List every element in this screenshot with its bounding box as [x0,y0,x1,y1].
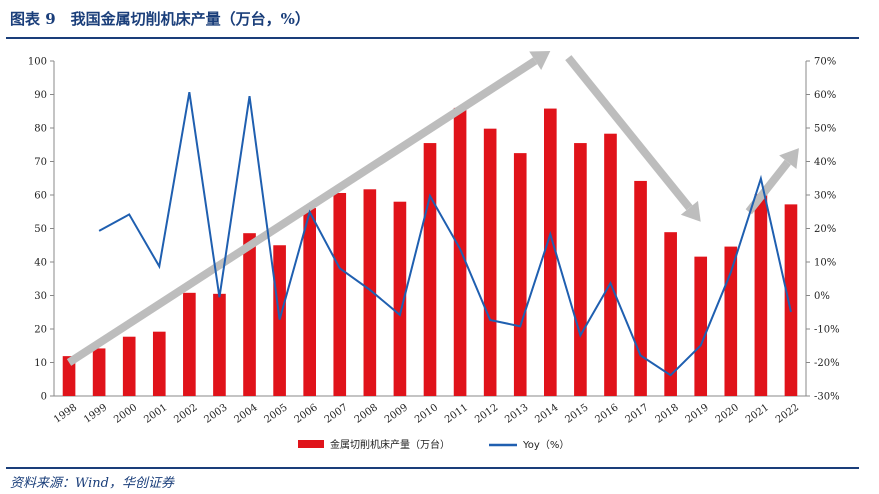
bar [754,194,768,396]
bar [544,108,557,396]
y-left-tick-label: 90 [34,90,47,101]
trend-arrow-head [529,50,551,70]
y-right-tick-label: -10% [814,325,840,336]
y-right-tick-label: -30% [814,392,840,403]
source-note: 资料来源：Wind，华创证券 [10,476,174,491]
x-tick-label: 2006 [293,402,320,426]
x-tick-label: 2009 [383,402,410,426]
legend-bar-swatch [298,440,324,448]
bar [92,348,106,396]
bar [423,143,437,396]
y-left-tick-label: 50 [34,224,47,235]
y-right-tick-label: -20% [814,358,840,369]
bar [724,246,738,396]
title-rule [6,37,859,39]
x-tick-label: 1999 [82,402,109,426]
x-tick-label: 2010 [413,402,440,426]
y-left-tick-label: 80 [34,124,47,135]
y-right-tick-label: 10% [814,258,836,269]
y-right-tick-label: 60% [814,90,836,101]
bar [393,201,407,396]
trend-arrow-shaft [565,55,693,211]
bar [333,192,347,396]
x-tick-label: 2016 [593,402,620,426]
bar [213,293,226,396]
x-tick-label: 2015 [563,402,590,426]
x-tick-label: 2000 [112,402,139,426]
x-tick-label: 2018 [654,402,681,426]
bar [574,143,587,396]
yoy-line [98,91,792,377]
x-tick-label: 2019 [684,402,711,426]
y-right-tick-label: 30% [814,191,836,202]
x-tick-label: 2014 [533,402,560,426]
trend-arrow-head [779,148,799,170]
x-tick-label: 2005 [263,402,290,426]
x-tick-label: 2002 [172,402,199,426]
bar [122,336,136,396]
bar [183,292,196,396]
bar [694,256,708,396]
x-tick-label: 2017 [624,402,651,426]
figure-title: 图表 9 我国金属切削机床产量（万台，%） [10,10,310,28]
bar [273,245,286,396]
legend-bar-label: 金属切削机床产量（万台） [330,438,450,451]
bar [664,232,677,396]
trend-arrow-head [680,200,701,222]
y-left-tick-label: 40 [34,258,47,269]
y-right-tick-label: 70% [814,57,836,68]
y-left-tick-label: 60 [34,191,47,202]
y-right-tick-label: 50% [814,124,836,135]
bar [634,180,647,396]
bar [363,189,377,396]
x-tick-label: 2011 [443,402,470,426]
x-tick-label: 2012 [473,402,500,426]
x-tick-label: 2020 [714,402,741,426]
x-tick-label: 1998 [52,402,79,426]
x-tick-label: 2007 [323,402,350,426]
bar [453,107,467,397]
x-tick-label: 2004 [233,402,260,426]
y-left-tick-label: 70 [34,157,47,168]
y-left-tick-label: 30 [34,291,47,302]
y-right-tick-label: 0% [814,291,830,302]
bar [62,356,76,396]
footer-rule [6,467,859,469]
y-left-tick-label: 20 [34,325,47,336]
y-right-tick-label: 20% [814,224,836,235]
y-left-tick-label: 100 [28,57,47,68]
x-tick-label: 2013 [503,402,530,426]
legend-line-label: Yoy（%） [522,439,569,451]
bar [513,153,527,396]
y-right-tick-label: 40% [814,157,836,168]
y-left-tick-label: 10 [34,358,47,369]
bar [303,208,316,396]
trend-arrow-shaft [66,57,538,366]
x-tick-label: 2003 [202,402,229,426]
y-left-tick-label: 0 [41,392,47,403]
bar [784,204,798,396]
bar [604,133,617,396]
x-tick-label: 2001 [142,402,169,426]
x-tick-label: 2008 [353,402,380,426]
bar [483,128,497,397]
x-tick-label: 2022 [774,402,801,426]
bar [152,331,166,396]
x-tick-label: 2021 [744,402,771,426]
bar [243,233,256,396]
trend-arrow-shaft [745,159,791,215]
